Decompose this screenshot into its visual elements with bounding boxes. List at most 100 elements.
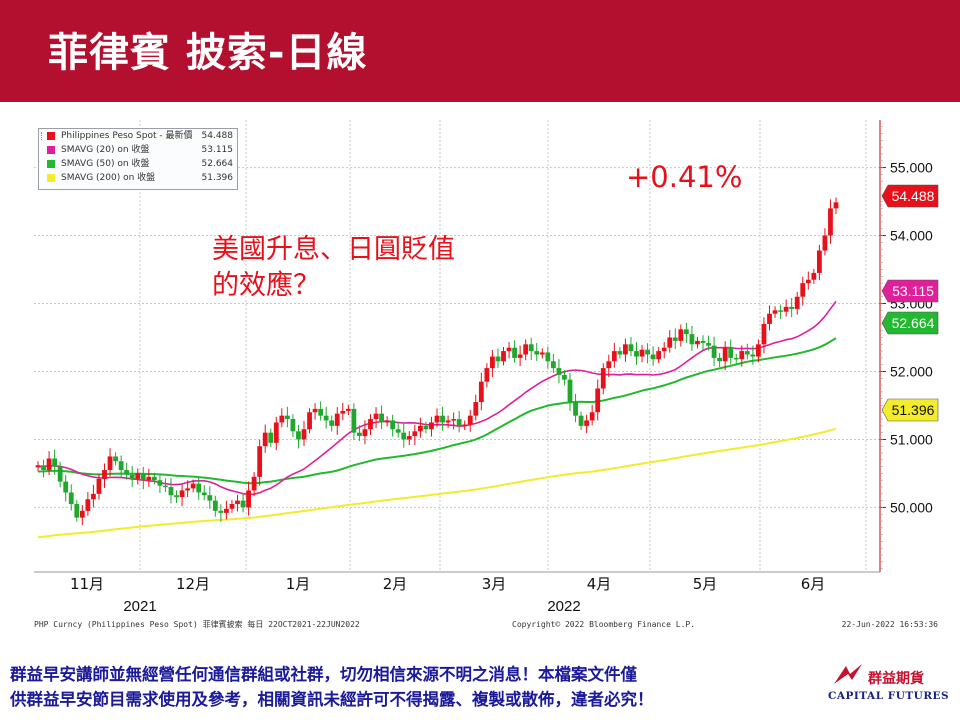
disclaimer-line-2: 供群益早安節目需求使用及參考，相關資訊未經許可不得揭露、複製或散佈，違者必究！ [10,690,654,709]
candle-body [390,420,396,430]
candle-body [440,415,445,423]
candle-body [783,306,789,312]
candle-body [157,480,163,486]
candle-body [600,368,606,389]
y-tick-label: 54.000 [890,228,933,244]
candle-body [262,432,268,447]
y-tick-label: 51.000 [890,431,933,447]
candle-body [789,306,795,309]
candle-body [296,431,301,440]
tag-label: 53.115 [892,283,934,299]
candle-body [722,347,728,362]
candle-body [273,422,279,443]
tag-shape [881,398,939,422]
candle-body [550,361,556,369]
candle-body [334,413,340,426]
tag-shape [881,311,939,335]
candle-body [118,461,124,471]
candle-body [279,415,285,423]
candle-body [151,476,157,481]
comment-line-1: 美國升息、日圓貶值 [212,234,455,265]
last-value-tag: 51.396 [881,398,939,422]
footer [0,654,960,720]
candle-body [329,420,335,426]
candle-body [606,361,612,369]
candle-body [268,432,274,443]
legend-label-sma200: SMAVG (200) on 收盤 [61,173,156,183]
candle-body [650,354,656,360]
candle-body [528,344,534,352]
candle-body [85,499,91,511]
candle-body [589,412,595,421]
candle-body [623,344,628,355]
comment-annotation: 美國升息、日圓貶值 的效應？ [212,232,455,304]
candle-body [700,340,706,343]
candle-body [634,351,639,357]
candle-body [639,349,645,357]
candle-body [179,490,185,498]
legend-label-sma20: SMAVG (20) on 收盤 [61,145,150,155]
candle-body [445,420,451,423]
candle-body [240,500,246,508]
candle-body [351,408,357,433]
candle-body [57,466,63,482]
candle-body [562,374,567,380]
candle-body [63,481,69,493]
candle-body [805,279,811,284]
company-logo: 群益期貨 CAPITAL FUTURES [828,662,949,712]
candle-body [695,340,700,345]
candle-body [717,357,723,362]
candle-body [218,510,224,513]
candle-body [401,432,407,440]
candle-body [185,488,191,491]
tag-label: 52.664 [892,315,935,331]
candle-body [506,347,512,352]
y-tick-label: 55.000 [890,160,933,176]
last-value-tag: 54.488 [881,184,939,208]
candle-body [750,354,756,357]
candle-body [711,345,717,358]
candle-body [728,347,734,358]
x-tick-label: 12月 [176,575,210,593]
candle-body [79,510,85,518]
candle-body [578,415,584,426]
candle-body [467,415,473,425]
candle-body [373,413,379,420]
candle-body [462,424,468,427]
legend-swatch-sma200 [47,174,55,182]
candle-body [74,504,80,518]
candle-body [611,351,617,362]
title-banner: 菲律賓 披索-日線 [0,0,960,102]
candle-body [756,344,761,357]
candle-body [163,485,168,488]
candle-body [41,465,46,471]
candle-body [456,419,462,426]
candle-body [683,329,689,335]
candle-body [102,470,107,479]
candle-body [761,323,767,345]
candle-body [68,492,74,505]
tag-label: 51.396 [892,402,935,418]
comment-line-2: 的效應？ [212,270,320,301]
legend-swatch-sma20 [47,146,55,154]
legend-swatch-spot [47,132,55,140]
candle-body [113,456,118,462]
candle-body [246,490,251,508]
candle-body [678,329,684,341]
legend-grip-icon [41,132,45,140]
candle-body [739,351,745,360]
candle-body [362,429,368,437]
candle-body [35,465,41,468]
candle-body [257,446,263,477]
candle-body [567,379,573,403]
legend-value-spot: 54.488 [201,131,234,141]
logo-mark-icon [834,664,862,684]
tag-shape [881,184,939,208]
disclaimer-line-1: 群益早安講師並無經營任何通信群組或社群，切勿相信來源不明之消息！本檔案文件僅 [10,665,637,684]
candle-body [772,310,778,314]
candle-body [628,344,634,352]
legend-label-spot: Philippines Peso Spot - 最新價 [61,131,193,141]
candle-body [484,368,490,382]
candle-body [345,408,351,411]
